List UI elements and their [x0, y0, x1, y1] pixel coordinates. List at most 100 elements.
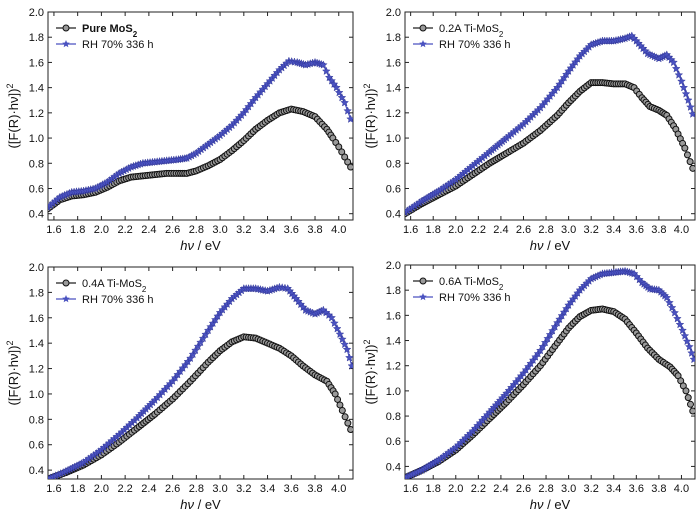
data-point: [678, 325, 687, 335]
data-point: [201, 329, 210, 339]
x-tick-label: 4.0: [331, 224, 346, 236]
x-tick-label: 2.4: [141, 224, 156, 236]
y-tick-label: 0.6: [386, 183, 401, 195]
data-point: [662, 293, 672, 302]
x-tick-label: 2.2: [117, 483, 132, 495]
data-point: [335, 329, 345, 338]
data-point: [669, 57, 678, 67]
x-tick-label: 3.8: [307, 483, 322, 495]
x-tick-label: 3.2: [236, 224, 251, 236]
y-tick-label: 1.0: [29, 389, 44, 401]
x-tick-label: 2.6: [516, 224, 531, 236]
data-point: [347, 425, 353, 433]
data-point: [673, 314, 682, 323]
data-point: [689, 164, 695, 172]
data-point: [684, 394, 692, 402]
y-tick-label: 1.0: [29, 133, 44, 145]
data-point: [340, 339, 349, 349]
data-point: [341, 153, 349, 161]
legend-marker: [419, 277, 427, 285]
legend-label: 0.2A Ti-MoS2: [439, 23, 504, 39]
legend-marker: [419, 24, 427, 32]
y-tick-label: 1.2: [29, 364, 44, 376]
data-point: [332, 83, 341, 92]
data-point: [344, 419, 352, 427]
y-tick-label: 1.8: [29, 32, 44, 44]
x-tick-label: 3.6: [629, 483, 644, 495]
data-point: [688, 109, 695, 118]
data-point: [670, 308, 679, 317]
series-1: [405, 79, 695, 218]
series-1: [48, 333, 353, 479]
data-point: [540, 338, 550, 347]
data-point: [191, 345, 200, 355]
x-tick-label: 2.6: [165, 483, 180, 495]
y-tick-label: 1.8: [386, 32, 401, 44]
plot-frame: [47, 266, 354, 480]
x-tick-label: 2.4: [493, 483, 508, 495]
data-point: [340, 98, 349, 107]
legend-label: RH 70% 336 h: [439, 292, 511, 304]
x-tick-label: 2.0: [94, 224, 109, 236]
x-axis-label: hν / eV: [180, 238, 221, 253]
legend-label: Pure MoS2: [82, 23, 138, 39]
data-point: [665, 298, 674, 307]
data-point: [679, 83, 689, 92]
panel-2: 1.6 1.8 2.0 2.2 2.4 2.6 2.8 3.0 3.2 3.4 3.6 3.8 4.0 0…: [362, 7, 696, 253]
y-tick-label: 0.4: [386, 461, 401, 473]
series-line: [48, 286, 353, 479]
data-point: [683, 151, 691, 159]
y-tick-label: 1.2: [386, 108, 401, 120]
y-tick-label: 1.4: [29, 83, 44, 95]
y-tick-label: 0.4: [29, 209, 44, 221]
x-tick-label: 3.6: [629, 224, 644, 236]
data-point: [188, 349, 198, 359]
series-2: [405, 266, 695, 479]
data-point: [671, 64, 681, 73]
data-point: [335, 143, 343, 151]
data-point: [686, 102, 695, 111]
y-tick-label: 0.6: [29, 440, 44, 452]
x-tick-label: 1.6: [46, 483, 61, 495]
x-tick-label: 3.6: [284, 483, 299, 495]
data-point: [321, 66, 331, 75]
data-point: [338, 406, 346, 414]
data-point: [193, 341, 203, 351]
series-group: [48, 56, 353, 213]
data-point: [687, 348, 695, 357]
plot-frame: [47, 11, 354, 221]
y-tick-label: 0.6: [29, 183, 44, 195]
data-point: [338, 334, 347, 344]
data-point: [332, 324, 342, 333]
x-tick-label: 3.4: [260, 224, 275, 236]
data-point: [341, 413, 349, 421]
x-tick-label: 2.8: [538, 483, 553, 495]
x-tick-label: 3.2: [584, 483, 599, 495]
x-tick-label: 3.0: [561, 483, 576, 495]
y-tick-label: 1.6: [386, 310, 401, 322]
data-point: [667, 303, 677, 312]
data-point: [344, 158, 352, 166]
x-tick-label: 2.4: [493, 224, 508, 236]
x-tick-label: 2.0: [94, 483, 109, 495]
x-axis-label: hν / eV: [530, 497, 571, 510]
x-tick-label: 2.0: [448, 224, 463, 236]
x-tick-label: 3.6: [284, 224, 299, 236]
data-point: [681, 89, 691, 98]
y-axis-label: ([F(R)·hν])2: [362, 340, 378, 405]
legend-marker: [419, 293, 427, 301]
data-point: [347, 361, 353, 370]
y-tick-label: 1.4: [29, 338, 44, 350]
x-tick-label: 1.8: [426, 483, 441, 495]
data-point: [196, 337, 205, 347]
y-tick-label: 0.4: [29, 465, 44, 477]
data-point: [343, 106, 352, 115]
x-tick-label: 2.2: [471, 483, 486, 495]
y-tick-label: 2.0: [29, 7, 44, 19]
data-point: [689, 354, 695, 364]
